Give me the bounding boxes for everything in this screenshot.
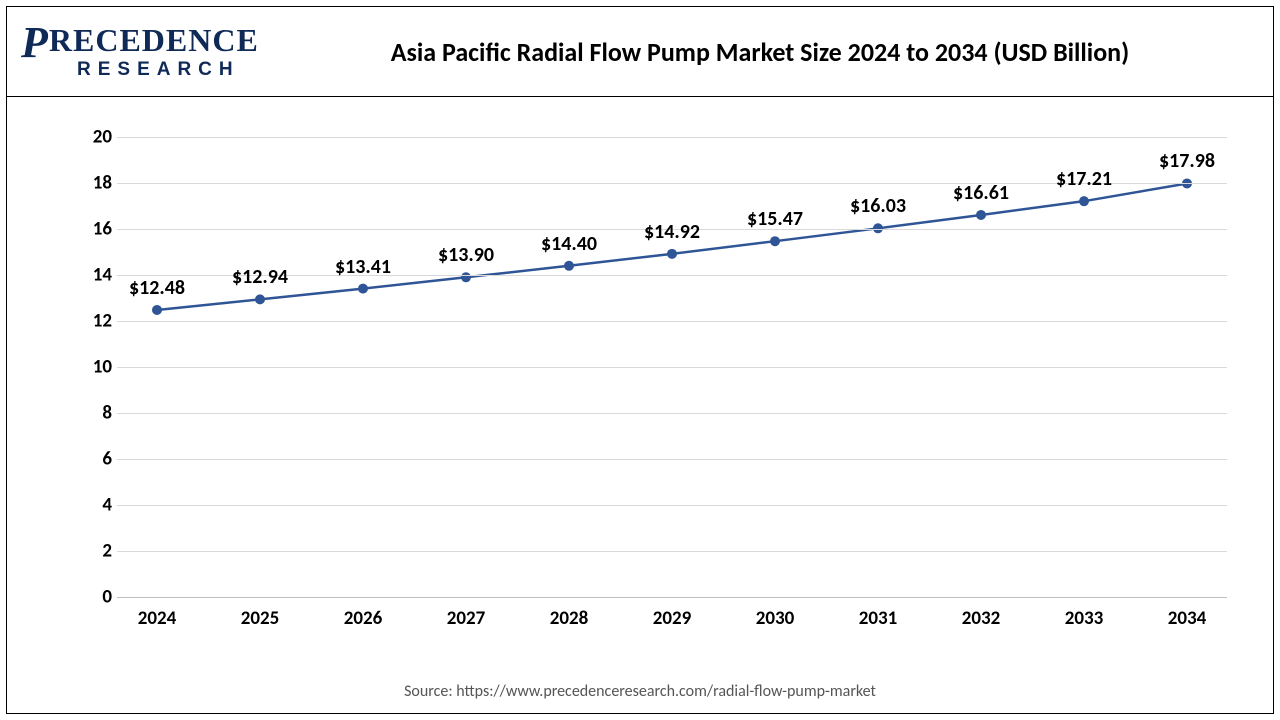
data-label: $13.41 [335,255,391,279]
y-tick-label: 4 [67,494,112,517]
x-tick-label: 2033 [1065,607,1104,630]
chart-marker [564,261,574,271]
gridline [117,367,1227,368]
logo-top-text: RECEDENCE [49,22,259,58]
x-tick-label: 2030 [756,607,795,630]
chart-marker [1079,196,1089,206]
chart-title: Asia Pacific Radial Flow Pump Market Siz… [267,7,1253,97]
x-tick-label: 2024 [138,607,177,630]
chart-marker [667,249,677,259]
chart-marker [358,284,368,294]
data-label: $12.94 [232,265,288,289]
x-tick-label: 2029 [653,607,692,630]
x-tick-label: 2032 [962,607,1001,630]
gridline [117,505,1227,506]
y-tick-label: 14 [67,264,112,287]
source-text: Source: https://www.precedenceresearch.c… [7,682,1273,701]
chart-area: 0246810121416182020242025202620272028202… [67,137,1227,637]
y-tick-label: 0 [67,586,112,609]
chart-line [157,183,1187,310]
logo: PRECEDENCE RESEARCH [21,11,261,91]
gridline [117,321,1227,322]
data-label: $17.21 [1056,167,1112,191]
data-label: $13.90 [438,243,494,267]
y-tick-label: 20 [67,126,112,149]
chart-marker [152,305,162,315]
data-label: $14.92 [644,220,700,244]
chart-frame: PRECEDENCE RESEARCH Asia Pacific Radial … [6,6,1274,714]
data-label: $12.48 [129,276,185,300]
x-tick-label: 2026 [344,607,383,630]
y-tick-label: 16 [67,218,112,241]
data-label: $14.40 [541,232,597,256]
gridline [117,597,1227,598]
x-tick-label: 2034 [1168,607,1207,630]
x-tick-label: 2028 [550,607,589,630]
header: PRECEDENCE RESEARCH Asia Pacific Radial … [7,7,1273,97]
gridline [117,551,1227,552]
x-tick-label: 2031 [859,607,898,630]
y-tick-label: 12 [67,310,112,333]
data-label: $16.61 [953,181,1009,205]
logo-big-letter: P [21,18,49,67]
data-label: $15.47 [747,207,803,231]
chart-marker [976,210,986,220]
logo-bottom-text: RESEARCH [77,59,240,81]
data-label: $17.98 [1159,149,1215,173]
chart-marker [461,272,471,282]
gridline [117,459,1227,460]
gridline [117,413,1227,414]
data-label: $16.03 [850,194,906,218]
plot-region [117,137,1227,597]
y-tick-label: 6 [67,448,112,471]
x-tick-label: 2025 [241,607,280,630]
y-tick-label: 2 [67,540,112,563]
chart-marker [770,236,780,246]
y-tick-label: 18 [67,172,112,195]
chart-marker [255,294,265,304]
y-tick-label: 8 [67,402,112,425]
gridline [117,137,1227,138]
x-tick-label: 2027 [447,607,486,630]
y-tick-label: 10 [67,356,112,379]
